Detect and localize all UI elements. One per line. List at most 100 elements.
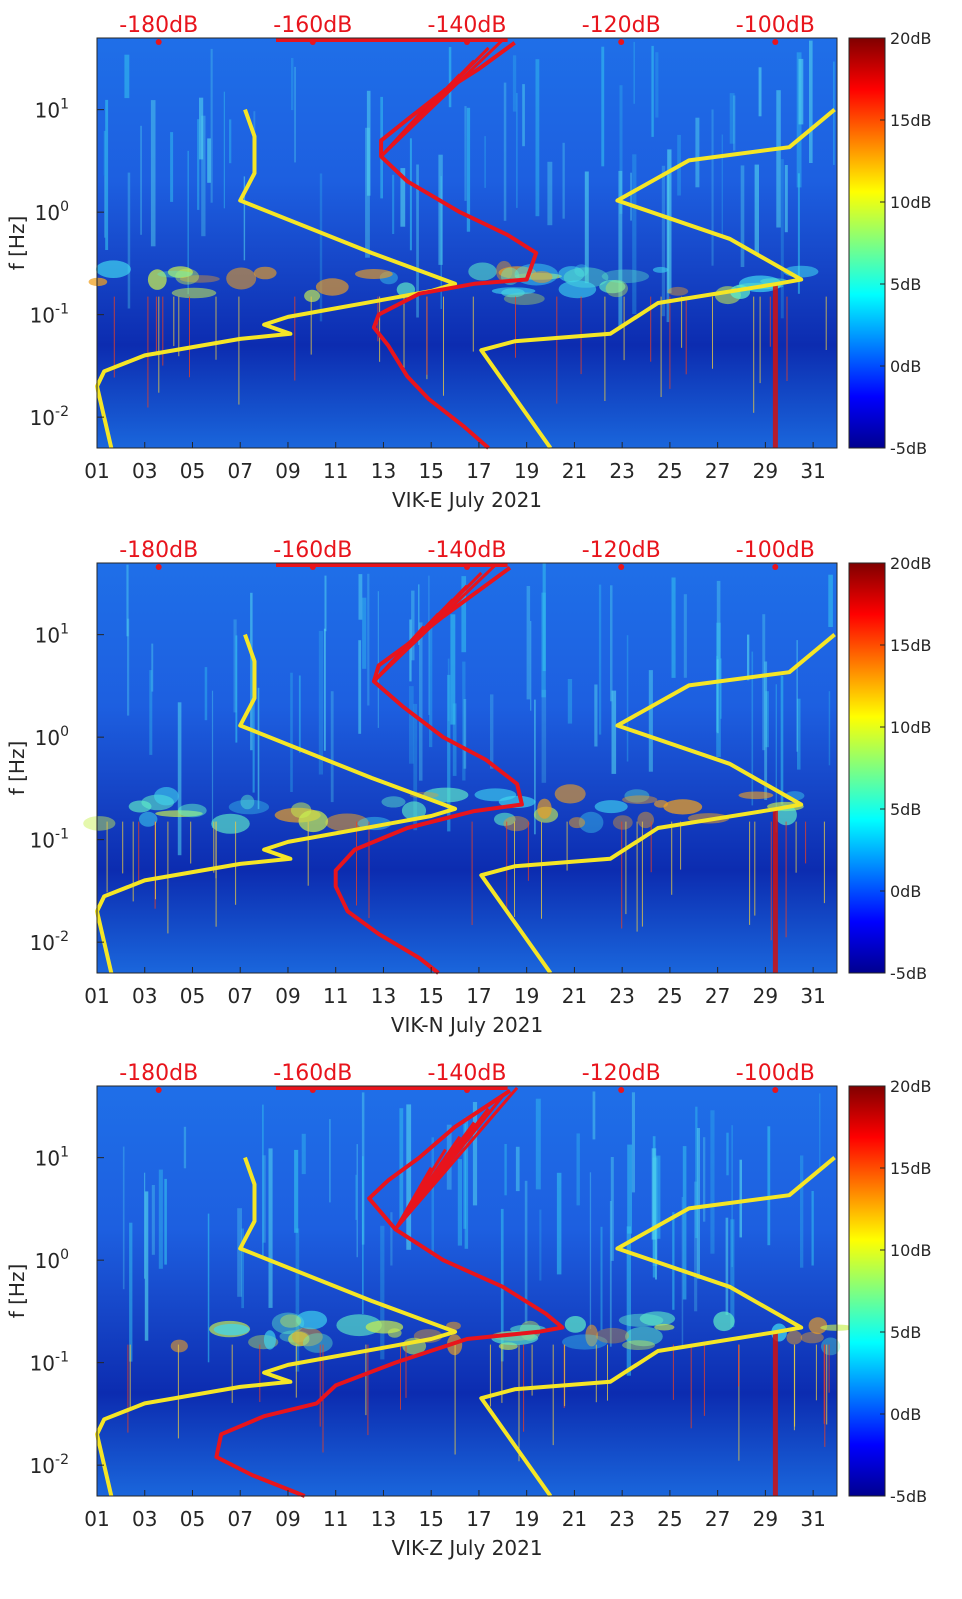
series-noise-model-yellow-high — [479, 1156, 836, 1498]
top-db-label: -160dB — [273, 1061, 352, 1086]
spectrogram-streak — [466, 107, 471, 232]
spectrogram-streak — [592, 1091, 596, 1140]
spectrogram-streak — [631, 1092, 635, 1193]
x-tick-label: 07 — [227, 1507, 252, 1531]
spectrogram-streak — [457, 1159, 462, 1246]
series-site-noise-red — [371, 41, 539, 450]
spectrogram-blob — [292, 1327, 323, 1347]
spectrogram-streak — [515, 1146, 520, 1192]
spectrogram-streak — [682, 1146, 687, 1300]
spectrogram-streak — [323, 628, 326, 751]
spectrogram-streak — [440, 176, 442, 309]
spectrogram-streak — [731, 1125, 733, 1268]
spectrogram-blob — [622, 795, 658, 804]
series-noise-model-yellow-high — [479, 108, 836, 450]
spectrogram-blob — [315, 278, 349, 296]
spectrogram-streak — [626, 635, 629, 762]
spectrogram-streak — [103, 130, 106, 176]
spectrogram-streak — [811, 1191, 814, 1266]
spectrogram-streak — [562, 142, 565, 219]
spectrogram-streak — [447, 674, 451, 832]
spectrogram-streak — [233, 619, 237, 713]
spectrogram-blob — [601, 269, 650, 284]
spectrogram-blob — [564, 1316, 587, 1333]
spectrogram-streak — [584, 171, 589, 284]
top-db-marker — [618, 39, 625, 45]
x-tick-label: 21 — [562, 1507, 587, 1531]
spectrogram-blob — [808, 1317, 828, 1335]
spectrogram-streak — [556, 1172, 562, 1275]
spectrogram-streak — [601, 46, 605, 167]
series-noise-model-yellow — [95, 1156, 458, 1497]
spectrogram-streak — [530, 621, 532, 711]
spectrogram-streak — [390, 1212, 393, 1266]
spectrogram-streak — [392, 174, 395, 234]
spectrogram-streak — [290, 672, 293, 792]
spectrogram-streak — [809, 40, 813, 163]
colorbar-label: 15dB — [890, 1159, 932, 1178]
spectrogram-streak — [418, 584, 420, 645]
spectrogram-streak — [399, 1108, 404, 1223]
top-db-label: -180dB — [119, 538, 198, 563]
spectrogram-streak — [694, 1181, 698, 1312]
site-noise-fan-line — [380, 38, 504, 158]
spectrogram-streak — [703, 1137, 706, 1222]
x-tick-label: 07 — [227, 459, 252, 483]
spectrogram-streak — [362, 1156, 364, 1314]
spectrogram-bg — [97, 38, 837, 448]
spectrogram-streak — [252, 699, 255, 793]
spectrogram-streak — [655, 1226, 657, 1280]
spectrogram-blob — [654, 800, 668, 808]
spectrogram-blob — [637, 811, 654, 829]
spectrogram-blob — [240, 794, 255, 810]
y-axis-label: f [Hz] — [5, 741, 29, 796]
spectrogram-streak — [122, 1146, 125, 1290]
spectrogram-blob — [280, 1314, 302, 1328]
top-db-marker — [618, 1087, 625, 1093]
plot-frame — [96, 37, 838, 449]
spectrogram-streak — [207, 138, 211, 183]
spectrogram-streak — [720, 658, 722, 719]
spectrogram-streak — [630, 172, 632, 221]
spectrogram-streak — [461, 576, 467, 653]
spectrogram-streak — [626, 1226, 631, 1376]
x-tick-label: 09 — [275, 459, 300, 483]
spectrogram-streak — [747, 634, 750, 681]
x-tick-label: 11 — [323, 459, 348, 483]
spectrogram-blob — [667, 286, 689, 296]
site-noise-fan — [379, 38, 504, 158]
y-tick-label: 101 — [35, 1145, 69, 1171]
spectrogram-streak — [149, 670, 153, 755]
top-db-marker — [772, 39, 779, 45]
spectrogram-streak — [490, 694, 494, 769]
spectrogram-streak — [754, 164, 759, 255]
spectrogram-streak — [229, 119, 232, 164]
spectrogram-streak — [797, 698, 801, 770]
spectrogram-streak — [428, 575, 430, 715]
spectrogram-blob — [213, 1323, 250, 1336]
spectrogram-streak — [733, 95, 736, 151]
spectrogram-blob — [821, 1337, 841, 1356]
spectrogram-streak — [833, 61, 835, 165]
y-tick-label: 101 — [35, 622, 69, 648]
spectrogram-streak — [250, 592, 253, 751]
spectrogram-streak — [716, 580, 721, 682]
spectrogram-streak — [447, 658, 450, 722]
spectrogram-blob — [170, 1339, 188, 1353]
x-tick-label: 31 — [800, 1507, 825, 1531]
spectrogram-streak — [409, 686, 414, 764]
colorbar-label: 10dB — [890, 718, 932, 737]
spectrogram-streak — [780, 675, 784, 805]
y-tick-label: 100 — [35, 1247, 69, 1273]
spectrogram-streak — [716, 622, 721, 757]
y-tick-label: 100 — [35, 199, 69, 225]
spectrogram-blob — [271, 1312, 305, 1335]
spectrogram-blob — [381, 796, 406, 808]
top-db-marker — [772, 564, 779, 570]
colorbar-label: 5dB — [890, 800, 921, 819]
spectrogram-blob — [558, 266, 585, 283]
top-db-label: -160dB — [273, 13, 352, 38]
spectrogram-blob — [95, 260, 131, 279]
x-tick-label: 25 — [657, 459, 682, 483]
x-tick-label: 27 — [705, 1507, 730, 1531]
